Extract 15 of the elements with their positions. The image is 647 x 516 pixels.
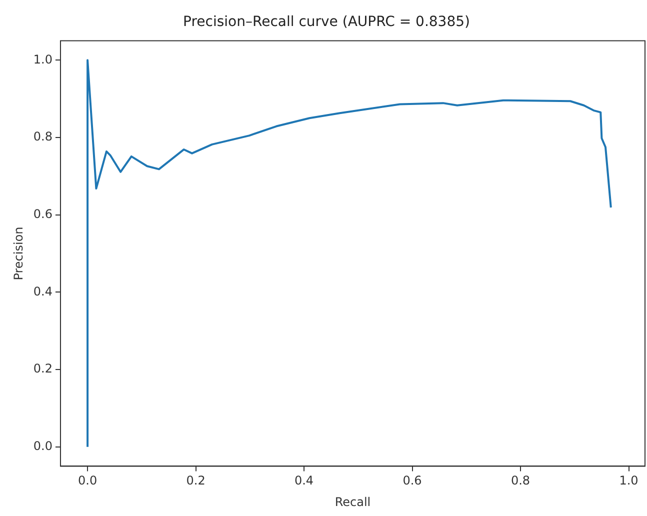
y-axis-title: Precision xyxy=(11,226,26,280)
x-tick-label: 0.4 xyxy=(294,474,314,488)
x-tick-label: 1.0 xyxy=(619,474,638,488)
x-tick-label: 0.8 xyxy=(510,474,530,488)
y-tick-label: 0.6 xyxy=(33,206,52,221)
y-tick-label: 1.0 xyxy=(33,52,52,66)
x-tick-label: 0.6 xyxy=(402,474,422,488)
y-tick-label: 0.8 xyxy=(33,130,52,144)
x-axis-title: Recall xyxy=(334,494,371,509)
x-tick-label: 0.2 xyxy=(186,474,206,488)
x-tick-label: 0.0 xyxy=(78,474,98,488)
y-tick-label: 0.2 xyxy=(33,362,52,376)
chart-title: Precision–Recall curve (AUPRC = 0.8385) xyxy=(183,14,470,30)
y-tick-label: 0.4 xyxy=(33,284,52,298)
y-tick-label: 0.0 xyxy=(33,438,52,453)
